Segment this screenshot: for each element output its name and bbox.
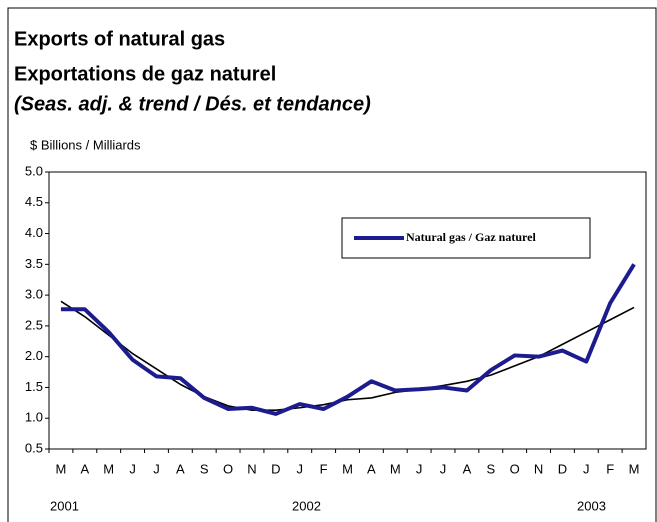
x-tick-label: J — [440, 461, 447, 476]
x-tick-label: S — [200, 461, 209, 476]
x-tick-label: A — [463, 461, 472, 476]
x-tick-label: N — [247, 461, 256, 476]
x-tick-label: F — [320, 461, 328, 476]
chart-note: (Seas. adj. & trend / Dés. et tendance) — [14, 93, 371, 115]
series-line — [60, 263, 636, 416]
y-tick-label: 2.0 — [25, 348, 43, 363]
x-tick-label: J — [153, 461, 160, 476]
x-tick-label: D — [558, 461, 567, 476]
x-tick-label: M — [103, 461, 114, 476]
y-tick-label: 1.0 — [25, 410, 43, 425]
x-tick-label: A — [176, 461, 185, 476]
y-tick-label: 5.0 — [25, 163, 43, 178]
x-tick-label: J — [416, 461, 423, 476]
y-tick-label: 3.0 — [25, 287, 43, 302]
year-label: 2003 — [577, 498, 606, 513]
x-tick-label: M — [342, 461, 353, 476]
frame — [7, 7, 657, 522]
y-tick-label: 0.5 — [25, 440, 43, 455]
y-tick-label: 4.5 — [25, 194, 43, 209]
x-tick-label: D — [271, 461, 280, 476]
plot-area — [48, 171, 647, 450]
x-tick-label: J — [583, 461, 590, 476]
x-tick-label: M — [56, 461, 67, 476]
x-tick-label: N — [534, 461, 543, 476]
y-tick-label: 3.5 — [25, 256, 43, 271]
x-tick-label: J — [129, 461, 136, 476]
y-axis-label: $ Billions / Milliards — [30, 137, 141, 152]
chart-subtitle: Exportations de gaz naturel — [14, 63, 276, 85]
y-tick-label: 2.5 — [25, 317, 43, 332]
chart-title: Exports of natural gas — [14, 28, 225, 50]
x-tick-label: A — [367, 461, 376, 476]
x-tick-label: A — [80, 461, 89, 476]
x-tick-label: O — [223, 461, 233, 476]
x-tick-label: O — [510, 461, 520, 476]
x-tick-label: M — [629, 461, 640, 476]
x-tick-label: S — [486, 461, 495, 476]
legend-label: Natural gas / Gaz naturel — [406, 230, 536, 244]
x-tick-label: J — [296, 461, 303, 476]
year-label: 2002 — [292, 498, 321, 513]
y-tick-label: 1.5 — [25, 379, 43, 394]
x-tick-label: M — [390, 461, 401, 476]
year-label: 2001 — [50, 498, 79, 513]
x-tick-label: F — [606, 461, 614, 476]
y-tick-label: 4.0 — [25, 225, 43, 240]
